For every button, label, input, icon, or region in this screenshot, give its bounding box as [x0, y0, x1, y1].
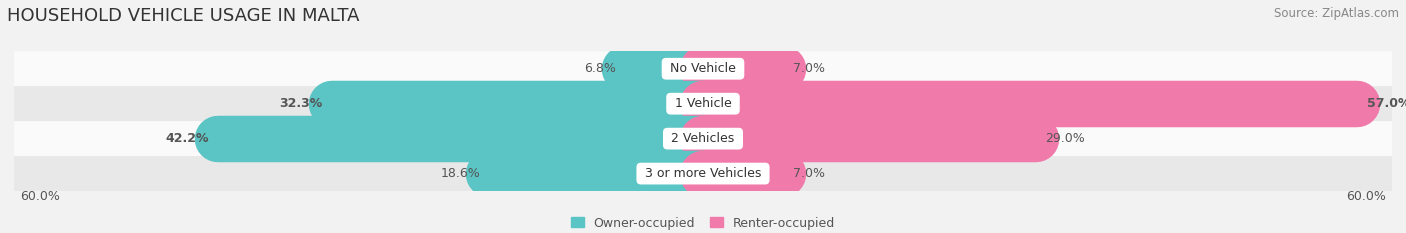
- FancyBboxPatch shape: [489, 163, 703, 185]
- Text: 60.0%: 60.0%: [20, 190, 59, 203]
- FancyBboxPatch shape: [14, 121, 1392, 156]
- Text: HOUSEHOLD VEHICLE USAGE IN MALTA: HOUSEHOLD VEHICLE USAGE IN MALTA: [7, 7, 360, 25]
- FancyBboxPatch shape: [14, 86, 1392, 121]
- Text: 57.0%: 57.0%: [1367, 97, 1406, 110]
- Text: 60.0%: 60.0%: [1347, 190, 1386, 203]
- Text: 1 Vehicle: 1 Vehicle: [671, 97, 735, 110]
- FancyBboxPatch shape: [624, 58, 703, 80]
- Text: 29.0%: 29.0%: [1045, 132, 1085, 145]
- Text: No Vehicle: No Vehicle: [666, 62, 740, 75]
- Text: 2 Vehicles: 2 Vehicles: [668, 132, 738, 145]
- Text: 32.3%: 32.3%: [280, 97, 323, 110]
- Text: 42.2%: 42.2%: [166, 132, 209, 145]
- Text: Source: ZipAtlas.com: Source: ZipAtlas.com: [1274, 7, 1399, 20]
- FancyBboxPatch shape: [14, 51, 1392, 86]
- Text: 7.0%: 7.0%: [793, 62, 824, 75]
- FancyBboxPatch shape: [332, 93, 703, 115]
- FancyBboxPatch shape: [218, 128, 703, 150]
- FancyBboxPatch shape: [14, 156, 1392, 191]
- Text: 7.0%: 7.0%: [793, 167, 824, 180]
- Text: 6.8%: 6.8%: [583, 62, 616, 75]
- Legend: Owner-occupied, Renter-occupied: Owner-occupied, Renter-occupied: [571, 216, 835, 230]
- Text: 3 or more Vehicles: 3 or more Vehicles: [641, 167, 765, 180]
- Text: 18.6%: 18.6%: [440, 167, 481, 180]
